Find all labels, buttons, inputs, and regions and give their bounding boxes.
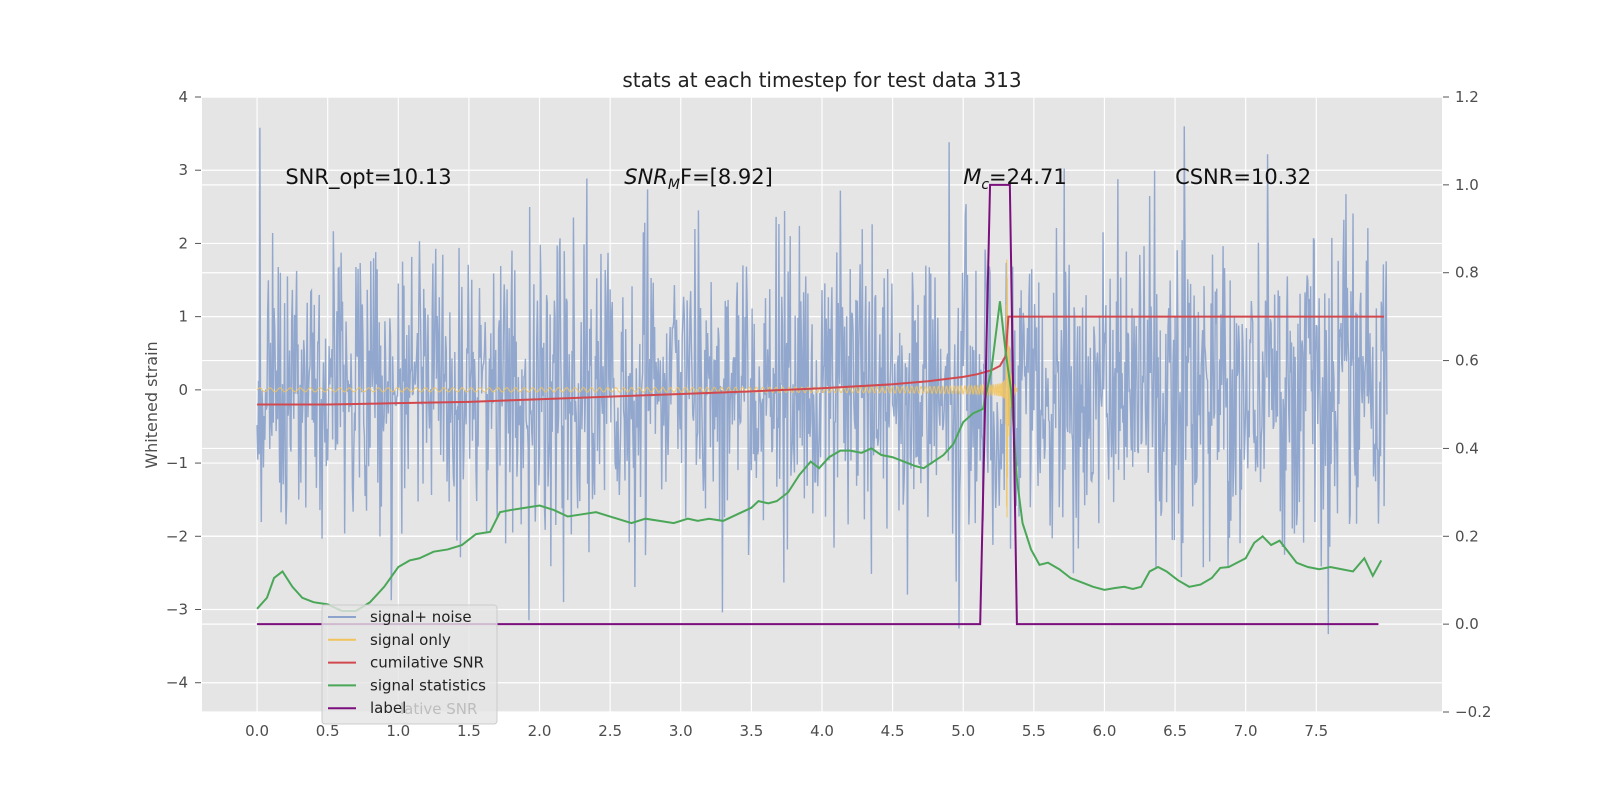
label-line: [257, 183, 1379, 626]
y2-tick-label: 0.0: [1455, 615, 1479, 633]
noise-series: [256, 126, 1388, 635]
annotation-base: SNR: [624, 165, 668, 189]
legend-label-signal: signal only: [370, 631, 451, 649]
x-tick-label: 3.5: [739, 722, 763, 740]
y-tick-label: −3: [166, 601, 188, 619]
x-tick-label: 5.5: [1022, 722, 1046, 740]
annotation-mc: Mc=24.71: [963, 165, 1067, 193]
x-tick-label: 7.0: [1234, 722, 1258, 740]
x-tick-label: 1.5: [457, 722, 481, 740]
annotation-subscript: c: [981, 177, 989, 193]
x-tick-label: 4.5: [881, 722, 905, 740]
annotation-tail: =24.71: [989, 165, 1067, 189]
annotation-subscript: M: [668, 177, 680, 193]
x-tick-label: 3.0: [669, 722, 693, 740]
y-tick-label: 3: [178, 161, 188, 179]
line-series: [256, 183, 1385, 626]
signal-series: [256, 259, 1018, 518]
x-tick-label: 0.0: [245, 722, 269, 740]
x-tick-label: 0.5: [316, 722, 340, 740]
annotation-snr-opt: SNR_opt=10.13: [285, 165, 451, 190]
x-tick-label: 5.0: [951, 722, 975, 740]
y2-tick-label: 0.6: [1455, 352, 1479, 370]
x-tick-label: 6.5: [1163, 722, 1187, 740]
y-tick-label: 2: [178, 234, 188, 252]
chart-title: stats at each timestep for test data 313: [622, 68, 1021, 92]
legend-ghost-text: lative SNR: [400, 700, 477, 718]
y2-tick-label: 0.4: [1455, 439, 1479, 457]
y2-tick-label: 1.0: [1455, 176, 1479, 194]
annotation-snr-mf: SNRMF=[8.92]: [624, 165, 773, 193]
signal-trace: [256, 259, 1018, 518]
legend-box: [321, 604, 498, 725]
y-tick-label: 4: [178, 88, 188, 106]
x-tick-label: 7.5: [1304, 722, 1328, 740]
y-tick-label: −4: [166, 674, 188, 692]
y-tick-label: −1: [166, 454, 188, 472]
x-tick-label: 2.0: [528, 722, 552, 740]
annotation-csnr: CSNR=10.32: [1175, 165, 1311, 189]
y2-tick-label: 0.8: [1455, 264, 1479, 282]
noise-trace: [256, 126, 1388, 635]
y-tick-label: −2: [166, 527, 188, 545]
x-tick-label: 1.0: [386, 722, 410, 740]
signal-statistics-line: [256, 301, 1383, 612]
x-tick-label: 6.0: [1093, 722, 1117, 740]
legend-label-noise: signal+ noise: [370, 608, 472, 626]
legend-label-statistics: signal statistics: [370, 676, 486, 694]
y2-tick-label: 0.2: [1455, 527, 1479, 545]
legend-label-cumulative: cumilative SNR: [370, 654, 484, 672]
annotation-base: M: [963, 165, 981, 189]
legend: lative SNR signal+ noise signal only cumila…: [321, 604, 498, 725]
x-tick-label: 2.5: [598, 722, 622, 740]
y2-tick-label: −0.2: [1455, 703, 1491, 721]
annotations: SNR_opt=10.13 SNRMF=[8.92] Mc=24.71 CSNR=10…: [285, 165, 1311, 193]
annotation-tail: F=[8.92]: [680, 165, 773, 189]
legend-label-label: label: [370, 699, 406, 717]
y-tick-label: 0: [178, 381, 188, 399]
y2-tick-label: 1.2: [1455, 88, 1479, 106]
x-tick-label: 4.0: [810, 722, 834, 740]
y-axis-label: Whitened strain: [142, 341, 161, 468]
tick-labels: 0.0 0.5 1.0 1.5 2.0 2.5 3.0 3.5 4.0 4.5 5.0 5.5 6.0 6…: [166, 88, 1492, 740]
cumulative-snr-line: [257, 315, 1385, 406]
y-tick-label: 1: [178, 308, 188, 326]
